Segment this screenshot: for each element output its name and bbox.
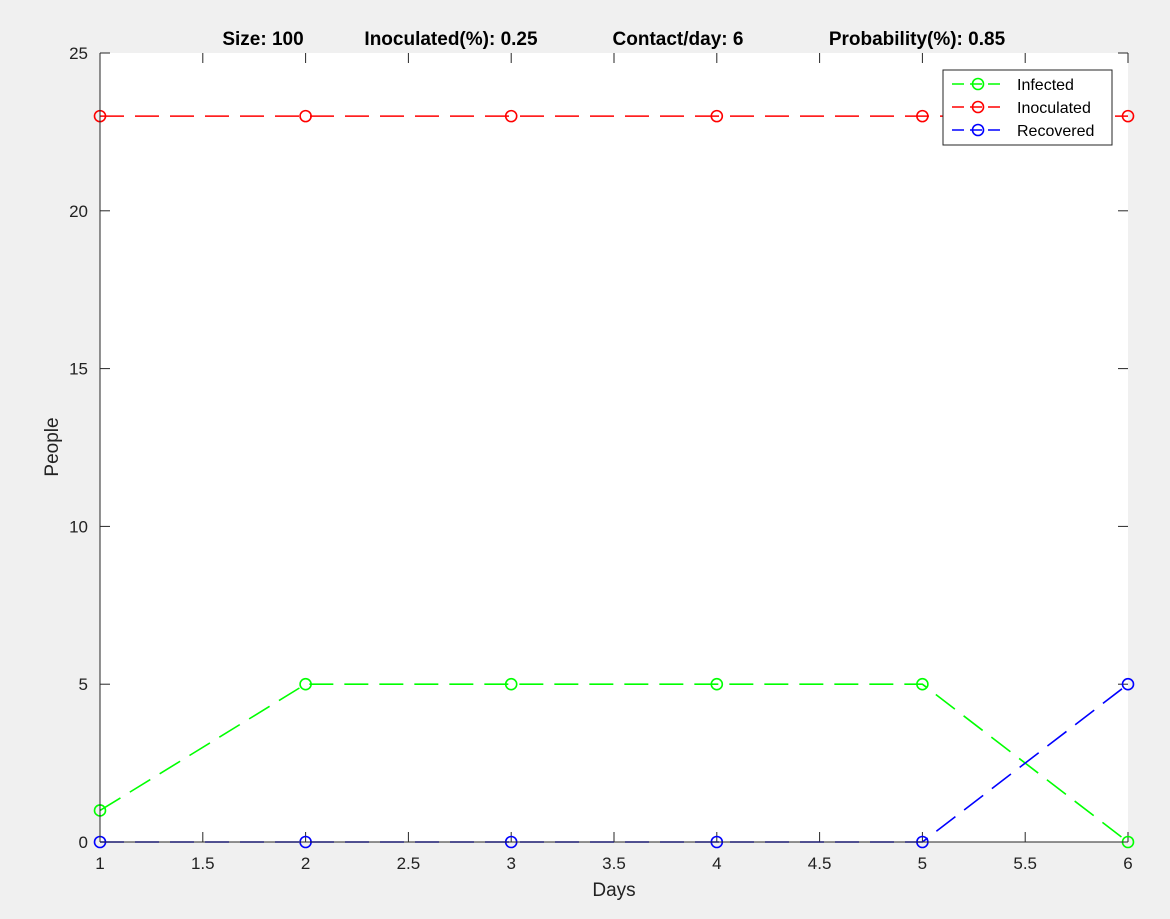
data-point-infected: [916, 677, 929, 691]
x-axis-label: Days: [592, 880, 635, 901]
data-point-inoculated: [299, 109, 312, 123]
data-point-recovered: [1121, 677, 1135, 691]
legend-entry-infected: Infected: [952, 77, 1074, 94]
x-tick-label: 1: [95, 854, 104, 873]
axes: [99, 53, 1128, 843]
legend: Infected Inoculated Recovered: [942, 69, 1113, 146]
data-point-inoculated: [1121, 109, 1135, 123]
x-tick-label: 3: [506, 854, 515, 873]
data-point-inoculated: [504, 109, 518, 123]
title-contact: Contact/day: 6: [613, 29, 744, 50]
legend-marker-recovered: [971, 123, 985, 137]
axis-ticks: [99, 52, 1129, 843]
data-point-infected: [710, 677, 724, 691]
x-tick-label: 6: [1123, 854, 1132, 873]
y-tick-label: 20: [69, 202, 88, 221]
x-tick-label: 2: [301, 854, 310, 873]
title-probability: Probability(%): 0.85: [829, 29, 1006, 50]
x-tick-label: 4.5: [808, 854, 832, 873]
legend-entry-recovered: Recovered: [952, 123, 1094, 140]
tick-labels: 1 1.5 2 2.5 3 3.5 4 4.5 5 5.5 6 0 5 10 15 20 25: [69, 44, 1133, 873]
legend-marker-infected: [971, 77, 985, 91]
title-inoculated: Inoculated(%): 0.25: [364, 29, 538, 50]
legend-label-recovered: Recovered: [1017, 123, 1094, 140]
y-tick-label: 5: [79, 675, 88, 694]
x-tick-label: 4: [712, 854, 721, 873]
plot-area: [100, 53, 1128, 842]
x-tick-label: 5.5: [1013, 854, 1037, 873]
y-tick-label: 10: [69, 517, 88, 536]
x-tick-label: 2.5: [397, 854, 421, 873]
legend-label-infected: Infected: [1017, 77, 1074, 94]
legend-marker-inoculated: [971, 100, 985, 114]
title-size: Size: 100: [222, 29, 303, 50]
data-point-infected: [504, 677, 518, 691]
x-tick-label: 5: [918, 854, 927, 873]
y-tick-label: 15: [69, 360, 88, 379]
data-point-infected: [299, 677, 312, 691]
legend-label-inoculated: Inoculated: [1017, 100, 1091, 117]
x-tick-label: 1.5: [191, 854, 215, 873]
y-tick-label: 25: [69, 44, 88, 63]
data-point-inoculated: [916, 109, 929, 123]
data-point-inoculated: [710, 109, 724, 123]
chart-title: Size: 100 Inoculated(%): 0.25 Contact/da…: [222, 29, 1005, 50]
legend-entry-inoculated: Inoculated: [952, 100, 1091, 117]
y-axis-label: People: [42, 417, 63, 476]
x-tick-label: 3.5: [602, 854, 626, 873]
y-tick-label: 0: [79, 833, 88, 852]
